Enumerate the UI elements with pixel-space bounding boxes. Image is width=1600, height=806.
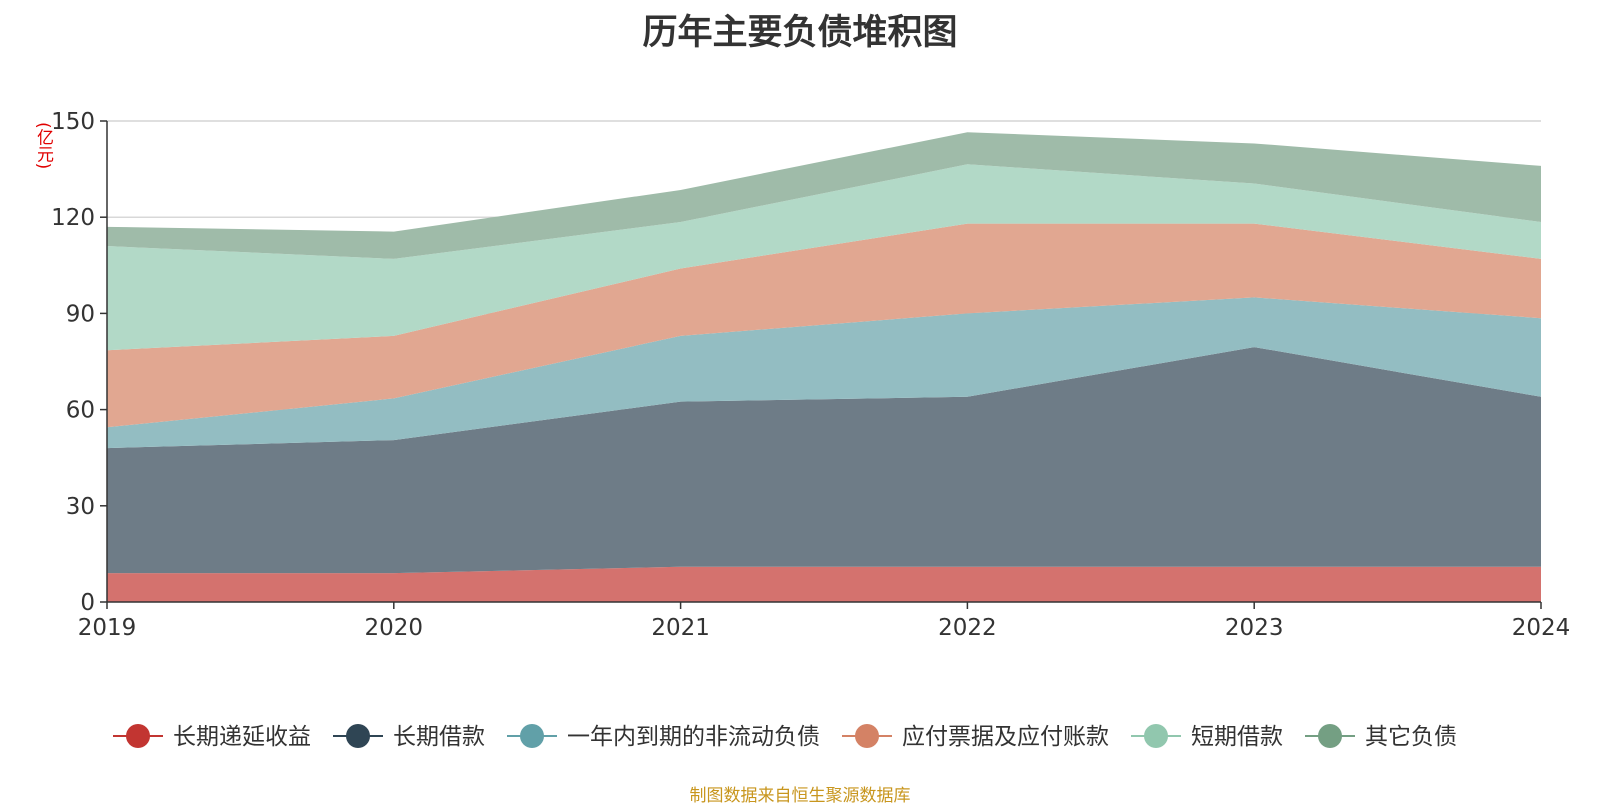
area-series-4 bbox=[107, 223, 1541, 428]
chart-title: 历年主要负债堆积图 bbox=[642, 13, 958, 53]
legend-item-4[interactable]: 应付票据及应付账款 bbox=[842, 724, 1109, 750]
legend-label: 应付票据及应付账款 bbox=[902, 724, 1109, 750]
legend-item-5[interactable]: 短期借款 bbox=[1131, 724, 1283, 750]
legend[interactable]: 长期递延收益 长期借款 一年内到期的非流动负债 应付票据及应付账款 短期借款 其它负债 bbox=[113, 724, 1457, 750]
legend-swatch-dot bbox=[520, 724, 544, 748]
legend-label: 一年内到期的非流动负债 bbox=[567, 724, 820, 750]
legend-item-1[interactable]: 长期递延收益 bbox=[113, 724, 311, 750]
y-tick-label: 90 bbox=[66, 301, 95, 327]
legend-item-3[interactable]: 一年内到期的非流动负债 bbox=[507, 724, 820, 750]
y-tick-label: 150 bbox=[51, 109, 95, 135]
legend-swatch-dot bbox=[1318, 724, 1342, 748]
legend-label: 长期借款 bbox=[393, 724, 485, 750]
area-series-1 bbox=[107, 566, 1541, 602]
y-tick-label: 30 bbox=[66, 494, 95, 520]
area-series-6 bbox=[107, 132, 1541, 259]
x-tick-label: 2021 bbox=[651, 615, 710, 641]
x-tick-label: 2023 bbox=[1225, 615, 1284, 641]
y-tick-label: 0 bbox=[80, 590, 95, 616]
legend-label: 长期递延收益 bbox=[173, 724, 311, 750]
y-tick-label: 120 bbox=[51, 205, 95, 231]
legend-swatch-dot bbox=[855, 724, 879, 748]
legend-item-6[interactable]: 其它负债 bbox=[1305, 724, 1457, 750]
x-tick-label: 2019 bbox=[78, 615, 137, 641]
source-note: 制图数据来自恒生聚源数据库 bbox=[689, 786, 911, 806]
legend-swatch-dot bbox=[346, 724, 370, 748]
area-series bbox=[107, 132, 1541, 602]
y-axis-unit-label: (亿元) bbox=[33, 122, 53, 170]
legend-label: 短期借款 bbox=[1191, 724, 1283, 750]
legend-item-2[interactable]: 长期借款 bbox=[333, 724, 485, 750]
axes: 0 30 60 90 120 150 2019 2020 2021 2022 2023 2024 bbox=[51, 109, 1570, 641]
y-tick-label: 60 bbox=[66, 398, 95, 424]
area-series-2 bbox=[107, 347, 1541, 574]
legend-swatch-dot bbox=[126, 724, 150, 748]
area-series-5 bbox=[107, 164, 1541, 351]
legend-label: 其它负债 bbox=[1365, 724, 1457, 750]
x-tick-label: 2024 bbox=[1512, 615, 1571, 641]
x-tick-label: 2022 bbox=[938, 615, 997, 641]
area-series-3 bbox=[107, 297, 1541, 449]
legend-swatch-dot bbox=[1144, 724, 1168, 748]
x-tick-label: 2020 bbox=[365, 615, 424, 641]
